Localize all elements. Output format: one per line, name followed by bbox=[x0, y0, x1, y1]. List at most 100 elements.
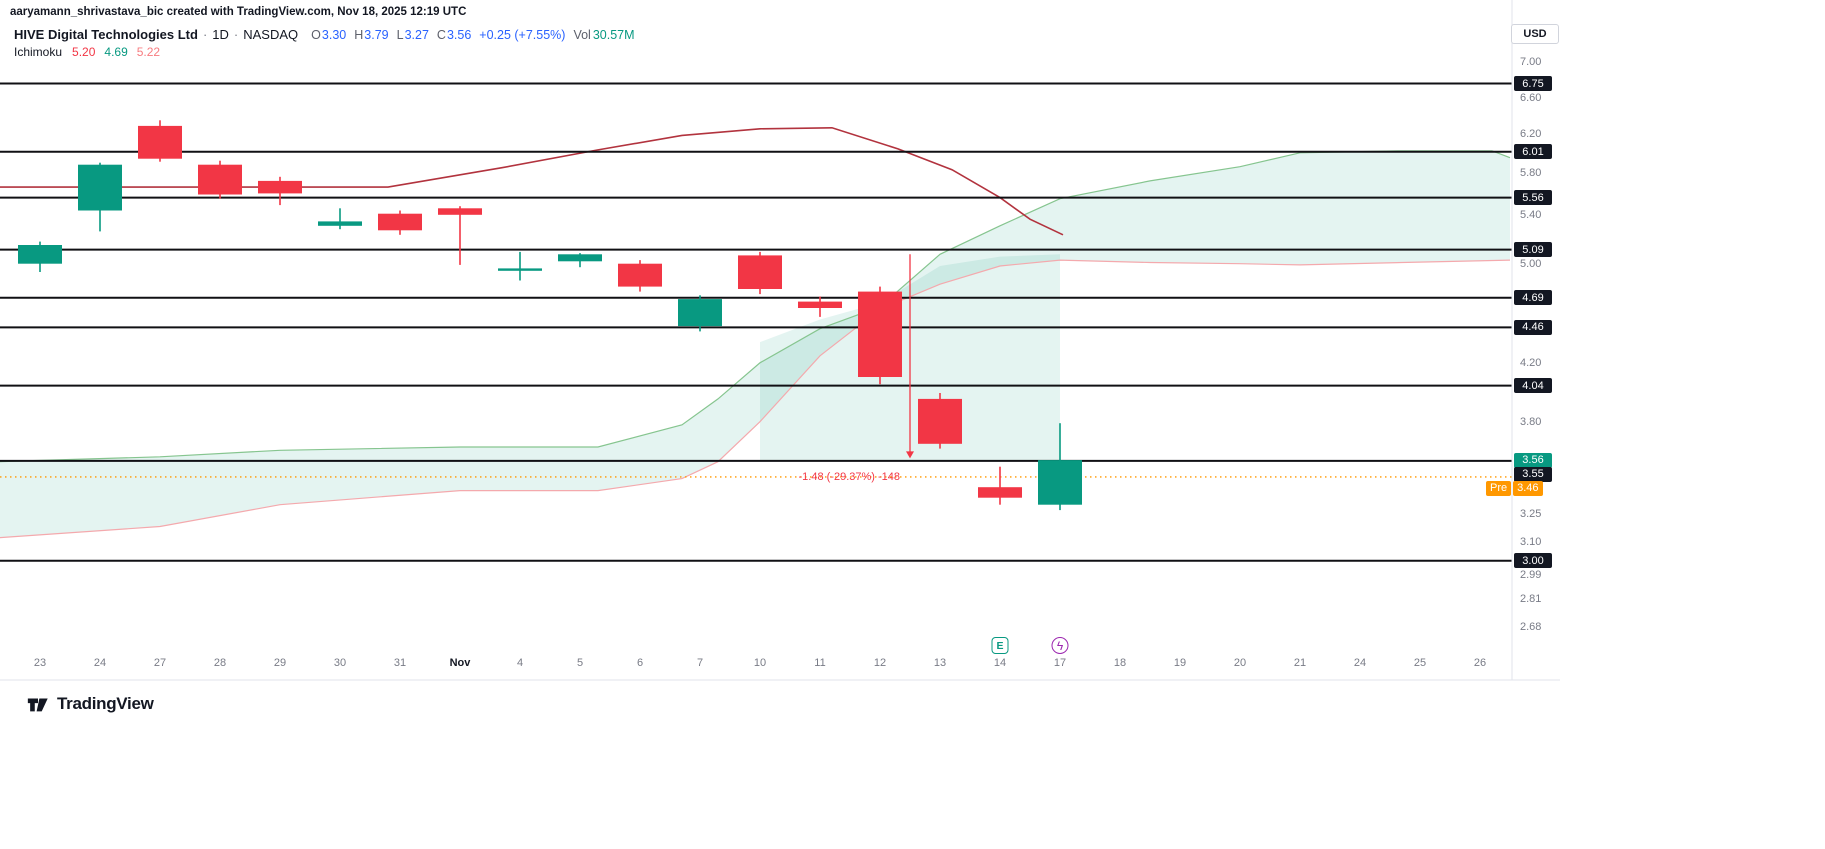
pre-market-price: 3.46 bbox=[1513, 480, 1543, 496]
price-axis-label-level: 4.04 bbox=[1514, 378, 1552, 394]
price-axis-label-tick: 5.00 bbox=[1520, 257, 1542, 270]
candle-body bbox=[138, 125, 182, 159]
price-axis-label-last: 3.56 bbox=[1514, 452, 1552, 468]
legend-separator: · bbox=[202, 27, 208, 42]
time-axis-label: 18 bbox=[1113, 657, 1127, 669]
interval-label[interactable]: 1D bbox=[212, 27, 229, 42]
time-axis-label: Nov bbox=[449, 657, 471, 669]
indicator-value-0: 5.20 bbox=[72, 45, 96, 59]
candle-body bbox=[798, 301, 842, 308]
symbol-title[interactable]: HIVE Digital Technologies Ltd bbox=[14, 27, 198, 42]
time-axis-label: 20 bbox=[1233, 657, 1247, 669]
price-axis-label-tick: 7.00 bbox=[1520, 56, 1542, 68]
time-axis-label: 27 bbox=[153, 657, 167, 669]
low-price: 3.27 bbox=[404, 27, 429, 42]
open-price: 3.30 bbox=[321, 27, 347, 42]
time-axis-label: 28 bbox=[213, 657, 227, 669]
time-axis-label: 12 bbox=[873, 657, 887, 669]
high-value: H 3.79 bbox=[354, 28, 388, 42]
symbol-legend: HIVE Digital Technologies Ltd · 1D · NAS… bbox=[14, 27, 635, 42]
price-axis-label-tick: 3.80 bbox=[1520, 415, 1542, 428]
chart-plot[interactable] bbox=[0, 0, 1560, 682]
close-label: C bbox=[436, 27, 446, 42]
indicator-value-1: 4.69 bbox=[104, 45, 128, 59]
low-value: L 3.27 bbox=[397, 28, 429, 42]
time-axis-label: 6 bbox=[636, 657, 644, 669]
ichimoku-cloud bbox=[0, 150, 1510, 538]
time-axis-label: 5 bbox=[576, 657, 584, 669]
earnings-event-icon[interactable]: E bbox=[991, 637, 1009, 654]
indicator-legend: Ichimoku 5.20 4.69 5.22 bbox=[14, 45, 160, 59]
price-axis-label-level: 6.75 bbox=[1514, 76, 1552, 91]
time-axis-label: 24 bbox=[1353, 657, 1367, 669]
price-axis-label-tick: 5.80 bbox=[1520, 166, 1542, 179]
volume-amount: 30.57M bbox=[592, 27, 635, 42]
price-axis-label-tick: 2.81 bbox=[1520, 593, 1542, 606]
time-axis-label: 7 bbox=[696, 657, 704, 669]
flash-event-icon[interactable]: ϟ bbox=[1051, 637, 1069, 654]
price-axis-label-tick: 2.99 bbox=[1520, 568, 1542, 581]
candle-body bbox=[978, 487, 1022, 498]
high-label: H bbox=[354, 27, 364, 42]
time-axis-label: 26 bbox=[1473, 657, 1487, 669]
price-axis-label-tick: 6.20 bbox=[1520, 127, 1542, 140]
candle-body bbox=[18, 245, 62, 264]
candle-body bbox=[438, 208, 482, 215]
time-axis-label: 19 bbox=[1173, 657, 1187, 669]
time-axis-label: 13 bbox=[933, 657, 947, 669]
volume-value: Vol 30.57M bbox=[573, 28, 634, 42]
candle-body bbox=[78, 164, 122, 211]
price-axis-label-tick: 5.40 bbox=[1520, 208, 1542, 221]
price-axis-label-level: 4.46 bbox=[1514, 319, 1552, 335]
ichimoku-senkou-a-line bbox=[0, 259, 1511, 539]
price-axis[interactable]: 7.00 6.75 6.60 6.20 6.01 5.80 5.56 5.40 5.09 5.00… bbox=[1486, 0, 1574, 680]
price-axis-label-level: 5.56 bbox=[1514, 190, 1552, 206]
candle-body bbox=[558, 254, 602, 262]
price-axis-label-level: 3.55 bbox=[1514, 466, 1552, 482]
tradingview-brand-text: TradingView bbox=[57, 694, 154, 713]
candle-body bbox=[918, 398, 962, 444]
time-axis-label: 23 bbox=[33, 657, 47, 669]
time-axis-label: 25 bbox=[1413, 657, 1427, 669]
price-axis-label-tick: 3.10 bbox=[1520, 535, 1542, 548]
legend-separator: · bbox=[233, 27, 239, 42]
close-value: C 3.56 bbox=[437, 28, 471, 42]
change-value: +0.25 (+7.55%) bbox=[479, 27, 566, 42]
volume-label: Vol bbox=[573, 27, 591, 42]
price-axis-label-level: 6.01 bbox=[1514, 144, 1552, 160]
price-axis-label-pre: Pre 3.46 bbox=[1486, 480, 1543, 496]
tradingview-logo[interactable]: TradingView bbox=[26, 691, 154, 717]
open-value: O 3.30 bbox=[311, 28, 346, 42]
time-axis-label: 29 bbox=[273, 657, 287, 669]
measure-arrow-head bbox=[906, 451, 914, 459]
price-axis-label-level: 4.69 bbox=[1514, 290, 1552, 306]
time-axis-label: 24 bbox=[93, 657, 107, 669]
candle-body bbox=[738, 255, 782, 289]
candle-body bbox=[198, 164, 242, 195]
indicator-value-2: 5.22 bbox=[136, 45, 161, 59]
candle-body bbox=[498, 268, 542, 271]
currency-button[interactable]: USD bbox=[1511, 24, 1559, 44]
price-axis-label-tick: 6.60 bbox=[1520, 91, 1542, 104]
price-axis-label-tick: 4.20 bbox=[1520, 356, 1542, 369]
price-axis-label-tick: 3.25 bbox=[1520, 507, 1542, 520]
candle-body bbox=[618, 263, 662, 287]
measure-annotation-text[interactable]: -1.48 (-29.37%) -148 bbox=[798, 470, 901, 483]
time-axis-label: 31 bbox=[393, 657, 407, 669]
candle-body bbox=[258, 180, 302, 194]
candle-body bbox=[1038, 460, 1082, 505]
price-axis-label-level: 5.09 bbox=[1514, 242, 1552, 258]
indicator-name[interactable]: Ichimoku bbox=[14, 45, 63, 59]
time-axis-label: 21 bbox=[1293, 657, 1307, 669]
open-label: O bbox=[311, 27, 321, 42]
time-axis-label: 4 bbox=[516, 657, 524, 669]
price-axis-label-level: 3.00 bbox=[1514, 553, 1552, 569]
time-axis-label: 10 bbox=[753, 657, 767, 669]
time-axis-label: 11 bbox=[814, 657, 826, 669]
high-price: 3.79 bbox=[364, 27, 389, 42]
exchange-label: NASDAQ bbox=[243, 27, 299, 42]
time-axis[interactable]: 23 24 27 28 29 30 31 Nov 4 5 6 7 10 11 12 13 14 17 18 19 20 2… bbox=[0, 652, 1512, 674]
candle-body bbox=[318, 221, 362, 226]
